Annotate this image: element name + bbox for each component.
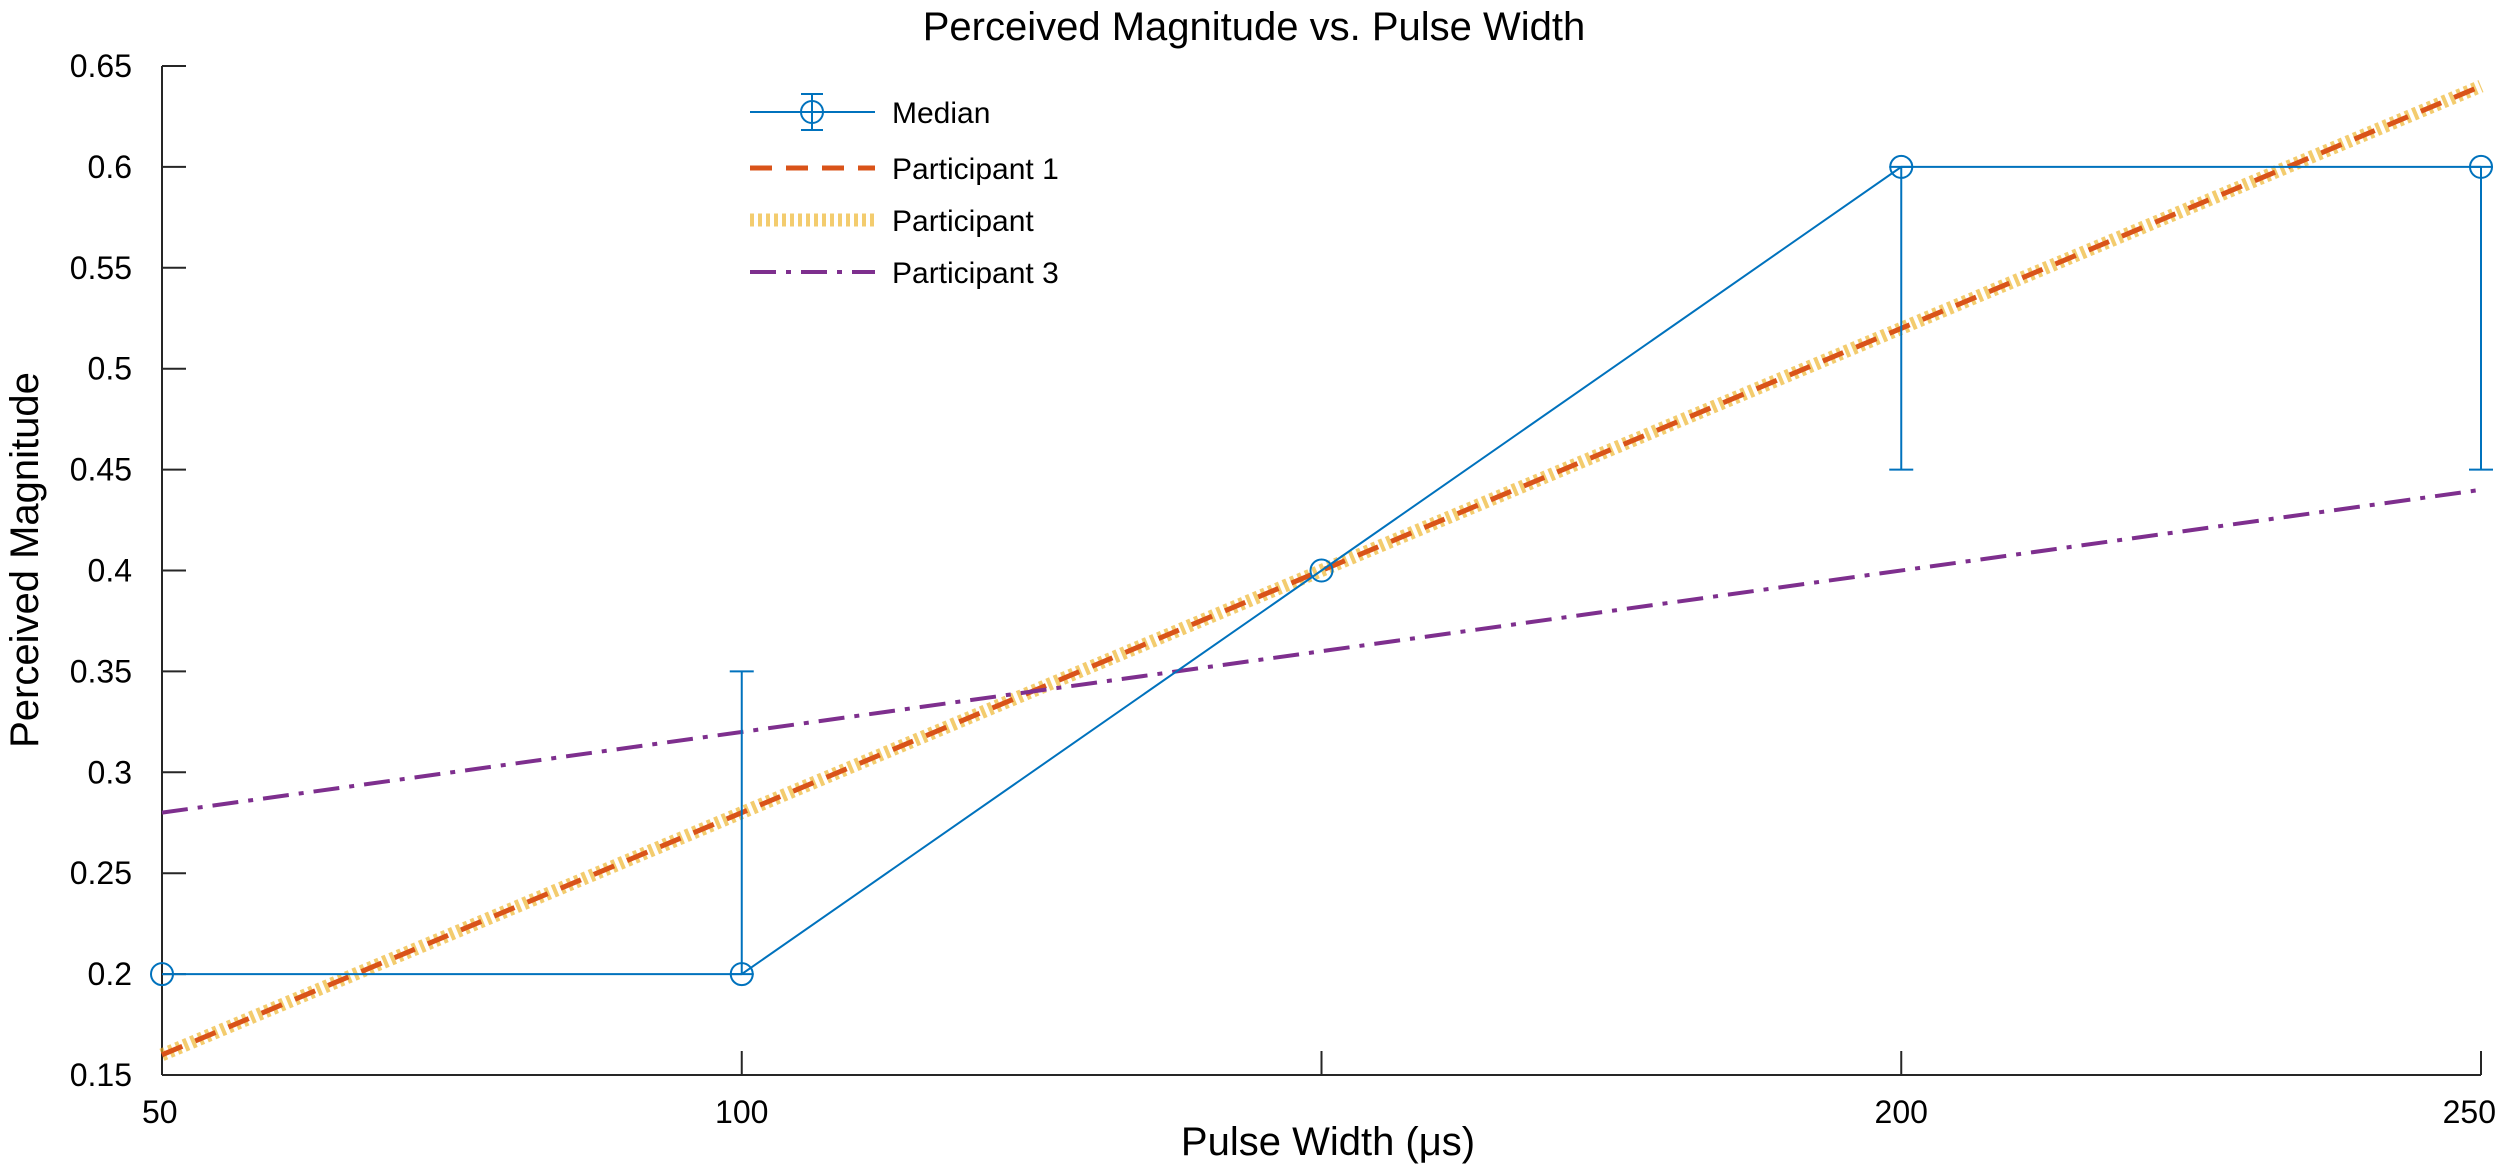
y-tick-label: 0.35 <box>70 653 132 689</box>
x-tick-label: 50 <box>142 1094 178 1130</box>
y-tick-label: 0.5 <box>88 351 132 387</box>
participant-1-line <box>161 83 2482 1058</box>
y-axis-label: Perceived Magnitude <box>3 372 47 748</box>
median-line <box>162 165 2481 976</box>
legend-label-median: Median <box>892 97 990 130</box>
chart-title: Perceived Magnitude vs. Pulse Width <box>923 5 1586 49</box>
participant-3-line <box>161 487 2482 815</box>
y-tick-label: 0.45 <box>70 452 132 488</box>
y-tick-label: 0.25 <box>70 855 132 891</box>
y-tick-label: 0.65 <box>70 48 132 84</box>
x-ticks: 50 100 200 250 <box>142 1051 2496 1130</box>
y-tick-label: 0.6 <box>88 149 132 185</box>
y-ticks: 0.15 0.2 0.25 0.3 0.35 0.4 0.45 0.5 0.55 0.6 0.65 <box>70 48 186 1093</box>
y-tick-label: 0.4 <box>88 553 132 589</box>
legend-label-participant-2: Participant <box>892 205 1034 238</box>
median-marker <box>1889 154 1914 179</box>
y-tick-label: 0.3 <box>88 754 132 790</box>
x-tick-label: 250 <box>2443 1094 2496 1130</box>
median-marker <box>1309 558 1334 583</box>
legend-label-participant-1: Participant 1 <box>892 153 1059 186</box>
legend: Median Participant 1 Participant Participan… <box>750 93 1059 290</box>
y-tick-label: 0.2 <box>88 956 132 992</box>
median-marker <box>729 962 754 987</box>
legend-median-marker <box>800 100 824 124</box>
median-marker <box>2469 154 2493 179</box>
series-layer <box>150 80 2493 1061</box>
median-marker <box>150 962 174 987</box>
legend-label-participant-3: Participant 3 <box>892 257 1059 290</box>
y-tick-label: 0.55 <box>70 250 132 286</box>
y-tick-label: 0.15 <box>70 1057 132 1093</box>
x-tick-label: 100 <box>715 1094 768 1130</box>
x-axis-label: Pulse Width (μs) <box>1181 1120 1475 1164</box>
x-tick-label: 200 <box>1875 1094 1928 1130</box>
